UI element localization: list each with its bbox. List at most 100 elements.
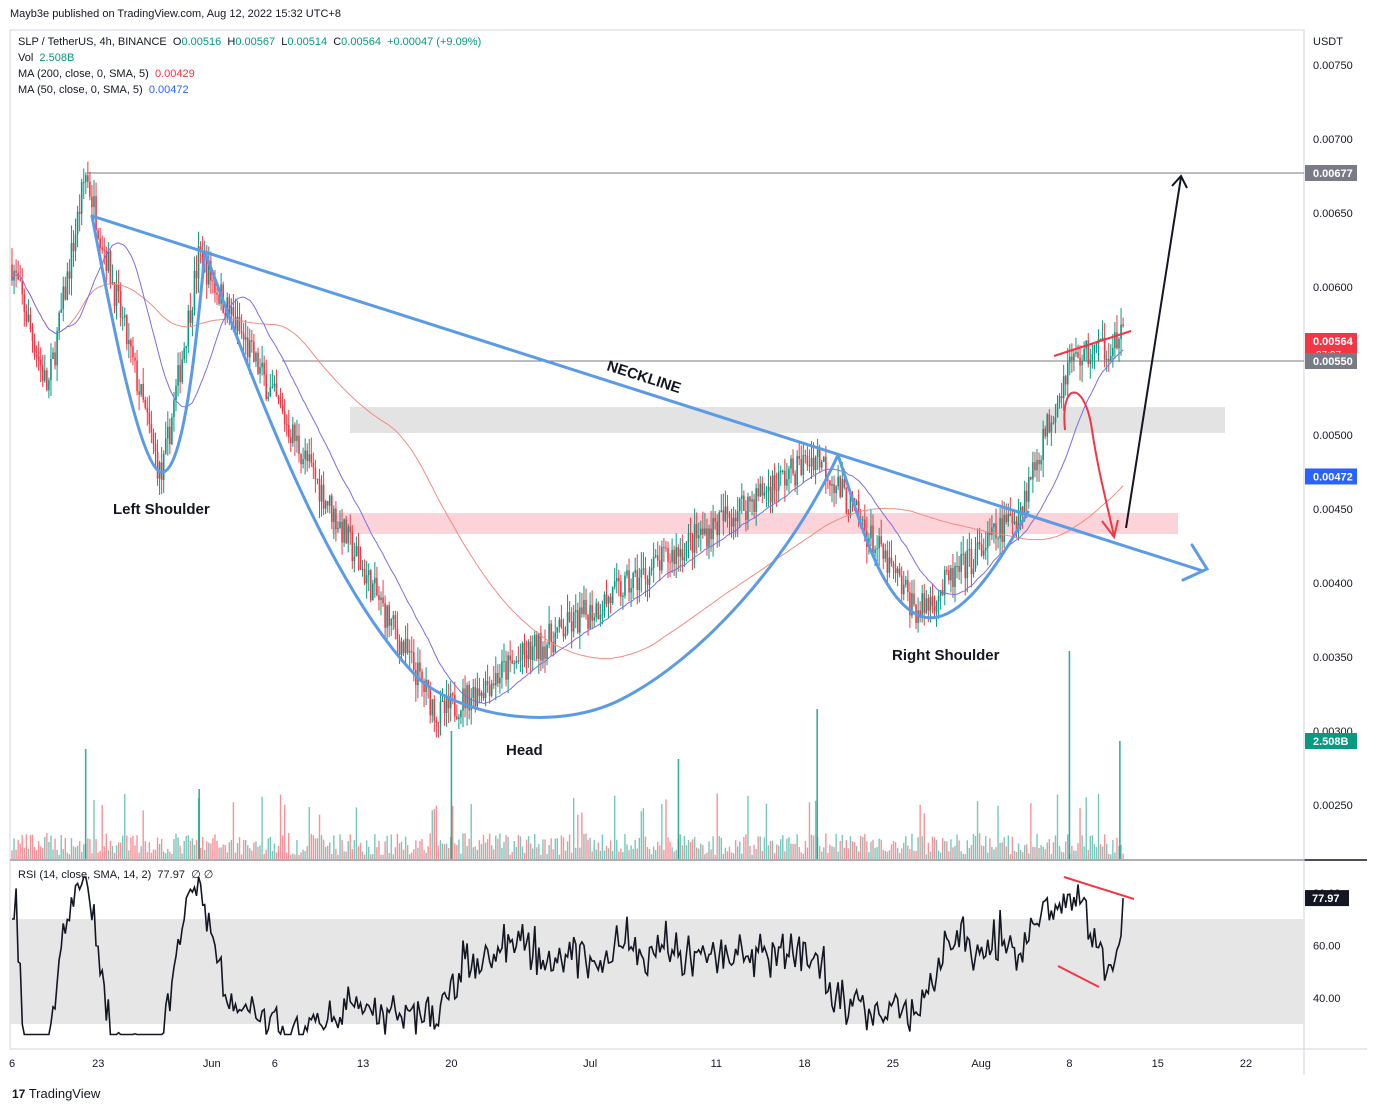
rsi-divergence-upper[interactable] <box>1063 876 1135 900</box>
head-curve[interactable] <box>203 250 840 719</box>
volume-bar <box>173 838 175 859</box>
volume-bar <box>552 849 554 859</box>
tradingview-logo-icon: 17 <box>12 1087 26 1101</box>
neckline-line[interactable] <box>90 214 1205 573</box>
candle-body <box>671 549 673 563</box>
volume-bar <box>669 841 671 859</box>
candle-body <box>392 615 395 620</box>
candle-body <box>169 426 171 445</box>
volume-bar <box>579 847 581 859</box>
symbol-name[interactable]: SLP / TetherUS, 4h, BINANCE <box>18 36 167 48</box>
volume-bar <box>667 837 669 859</box>
candles-layer <box>11 161 1124 738</box>
left-shoulder-curve[interactable] <box>90 214 207 474</box>
volume-bar <box>339 834 341 859</box>
volume-bar <box>980 845 983 859</box>
price-badge-2: 0.00550 <box>1313 356 1353 368</box>
volume-bar <box>978 833 981 859</box>
candle-body <box>626 570 628 576</box>
volume-bar <box>1009 854 1012 859</box>
volume-bar <box>921 836 923 859</box>
candle-body <box>982 550 985 556</box>
candle-body <box>490 683 493 696</box>
candle-body <box>103 249 106 251</box>
candle-body <box>400 641 403 656</box>
candle-body <box>1103 337 1106 360</box>
neckline-arrowhead[interactable] <box>1181 543 1210 582</box>
volume-bar <box>167 848 169 859</box>
volume-bar <box>609 840 612 859</box>
rsi-label: RSI (14, close, SMA, 14, 2) <box>18 869 152 881</box>
resistance-zone[interactable] <box>350 407 1225 433</box>
candle-body <box>712 518 714 540</box>
volume-bar <box>948 851 950 859</box>
candle-body <box>486 680 489 685</box>
volume-bar <box>503 841 505 859</box>
volume-bar <box>415 840 417 859</box>
volume-bar <box>851 841 854 859</box>
volume-bar <box>937 850 940 859</box>
volume-bar <box>827 853 829 859</box>
time-tick-3: 6 <box>272 1058 278 1070</box>
candle-body <box>419 662 421 672</box>
volume-bar <box>810 834 813 859</box>
volume-bar <box>1108 854 1110 859</box>
volume-bar <box>109 840 112 859</box>
candle-body <box>1054 417 1057 423</box>
volume-bar <box>1050 854 1053 859</box>
candle-body <box>599 614 602 620</box>
pullback-arrow[interactable] <box>1063 391 1119 540</box>
volume-bar <box>224 844 226 859</box>
candle-body <box>749 496 751 502</box>
volume-bar <box>314 838 317 859</box>
pattern-drawings[interactable] <box>90 214 1210 719</box>
candle-body <box>244 337 247 340</box>
volume-bar <box>1030 803 1032 859</box>
candle-body <box>570 621 573 632</box>
candle-body <box>681 549 684 561</box>
candle-body <box>909 592 911 616</box>
ma200-legend[interactable]: MA (200, close, 0, SMA, 5) 0.00429 <box>18 68 195 80</box>
candle-body <box>884 550 887 559</box>
rsi-divergence-lower[interactable] <box>1057 965 1100 988</box>
price-badge-1: 0.00564 <box>1313 336 1354 348</box>
time-axis-ticks[interactable]: 6 23 Jun 6 13 20 Jul 11 18 25 Aug 8 15 22 <box>9 1058 1252 1070</box>
price-axis-ticks[interactable]: 0.00750 0.00700 0.00650 0.00600 0.00500 0.004… <box>1313 60 1353 812</box>
candle-body <box>935 601 938 612</box>
volume-bar <box>607 848 610 859</box>
volume-bar <box>267 838 269 859</box>
candle-body <box>771 475 774 503</box>
projection-arrow[interactable] <box>1125 174 1188 529</box>
symbol-legend[interactable]: SLP / TetherUS, 4h, BINANCE O0.00516 H0.… <box>18 36 481 48</box>
price-divergence-line[interactable] <box>1053 330 1132 357</box>
volume-bar <box>796 834 798 859</box>
ma50-legend[interactable]: MA (50, close, 0, SMA, 5) 0.00472 <box>18 84 189 96</box>
volume-bar <box>989 838 991 859</box>
right-shoulder-curve[interactable] <box>836 453 1030 620</box>
candle-body <box>287 424 290 438</box>
candle-body <box>230 307 233 315</box>
volume-bar <box>728 846 731 859</box>
candle-body <box>119 291 122 318</box>
candle-body <box>458 717 460 719</box>
tradingview-logo[interactable]: 17 TradingView <box>12 1086 100 1101</box>
volume-bar <box>909 849 911 859</box>
candle-body <box>421 671 423 681</box>
volume-bar <box>501 847 503 859</box>
candle-body <box>431 699 434 716</box>
volume-bar <box>927 842 930 859</box>
candle-body <box>613 581 616 588</box>
candle-body <box>716 521 718 536</box>
volume-bar <box>614 795 616 859</box>
candle-body <box>1091 354 1094 360</box>
volume-bar <box>195 840 198 859</box>
rsi-legend[interactable]: RSI (14, close, SMA, 14, 2) 77.97 ∅ ∅ <box>18 868 213 881</box>
candle-body <box>812 457 815 471</box>
support-zone[interactable] <box>332 513 1178 534</box>
volume-bar <box>91 853 93 859</box>
volume-legend[interactable]: Vol 2.508B <box>18 52 74 64</box>
candle-body <box>564 633 567 637</box>
